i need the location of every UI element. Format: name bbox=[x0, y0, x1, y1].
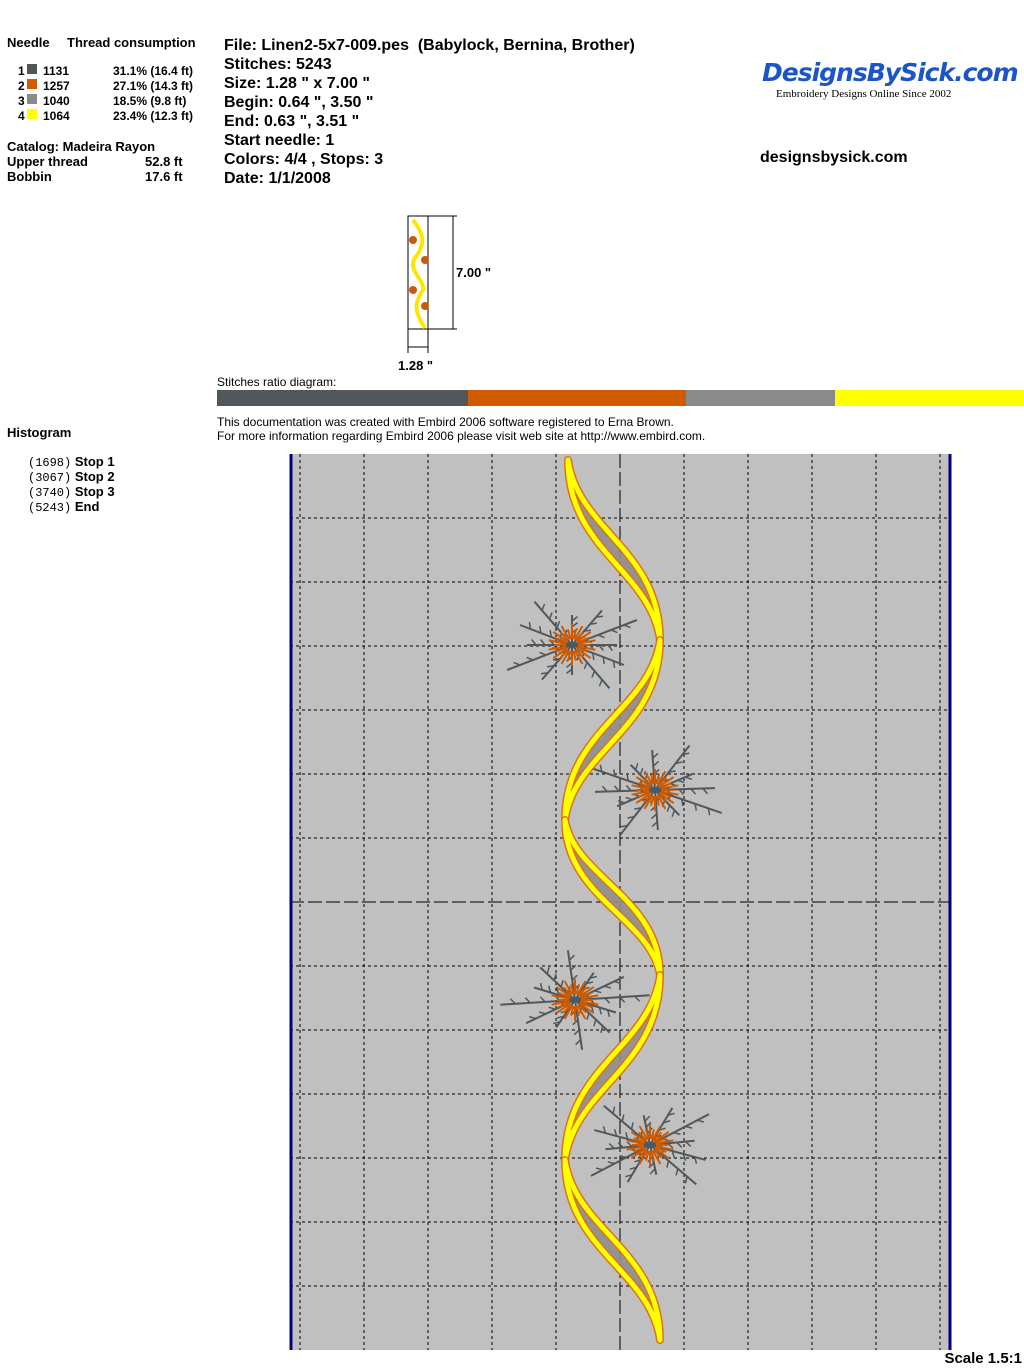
histogram-stop: (5243) End bbox=[28, 499, 99, 515]
brand-site: designsbysick.com bbox=[760, 149, 908, 166]
color-swatch bbox=[27, 64, 37, 74]
stop-label: Stop 3 bbox=[74, 484, 115, 499]
scale-label: Scale 1.5:1 bbox=[944, 1350, 1022, 1367]
thread-code: 1131 bbox=[43, 64, 70, 78]
flower bbox=[506, 601, 638, 689]
thumbnail-width-label: 1.28 " bbox=[398, 358, 434, 373]
histogram-stop: (1698) Stop 1 bbox=[28, 454, 115, 470]
histogram-title: Histogram bbox=[7, 425, 72, 440]
color-swatch bbox=[27, 94, 37, 104]
file-name: File: Linen2-5x7-009.pes (Babylock, Bern… bbox=[224, 37, 635, 54]
ratio-segment bbox=[217, 390, 468, 406]
thumbnail-height-label: 7.00 " bbox=[456, 265, 492, 280]
color-swatch bbox=[27, 79, 37, 89]
stop-count: (3067) bbox=[28, 471, 72, 485]
thread-code: 1040 bbox=[43, 94, 70, 108]
ratio-label: Stitches ratio diagram: bbox=[217, 375, 337, 389]
stop-count: (5243) bbox=[28, 501, 72, 515]
stop-label: End bbox=[74, 499, 100, 514]
brand-logo: DesignsBySick.com bbox=[762, 58, 1019, 87]
start-needle: Start needle: 1 bbox=[224, 132, 335, 149]
colors-stops: Colors: 4/4 , Stops: 3 bbox=[224, 151, 384, 168]
needle-number: 3 bbox=[18, 94, 25, 108]
needle-number: 1 bbox=[18, 64, 25, 78]
histogram-stop: (3067) Stop 2 bbox=[28, 469, 115, 485]
ratio-segment bbox=[835, 390, 1024, 406]
thread-code: 1064 bbox=[43, 109, 70, 123]
bobbin-label: Bobbin bbox=[7, 169, 52, 184]
thread-consumption: 18.5% (9.8 ft) bbox=[113, 94, 187, 108]
size: Size: 1.28 " x 7.00 " bbox=[224, 75, 370, 92]
notice-line-1: This documentation was created with Embi… bbox=[217, 415, 674, 429]
stop-count: (3740) bbox=[28, 486, 72, 500]
catalog: Catalog: Madeira Rayon bbox=[7, 139, 156, 154]
needle-header: Needle bbox=[7, 35, 50, 50]
stop-label: Stop 2 bbox=[74, 469, 115, 484]
ratio-segment bbox=[467, 390, 687, 406]
color-swatch bbox=[27, 109, 37, 119]
histogram-stop: (3740) Stop 3 bbox=[28, 484, 115, 500]
bobbin-value: 17.6 ft bbox=[145, 169, 183, 184]
upper-thread-value: 52.8 ft bbox=[145, 154, 183, 169]
date: Date: 1/1/2008 bbox=[224, 170, 331, 187]
begin: Begin: 0.64 ", 3.50 " bbox=[224, 94, 374, 111]
stitches-ratio-bar bbox=[217, 390, 1024, 406]
needle-number: 2 bbox=[18, 79, 25, 93]
thread-consumption: 23.4% (12.3 ft) bbox=[113, 109, 194, 123]
design-thumbnail bbox=[407, 215, 457, 353]
notice-line-2: For more information regarding Embird 20… bbox=[217, 429, 706, 443]
thread-consumption: 31.1% (16.4 ft) bbox=[113, 64, 194, 78]
stop-count: (1698) bbox=[28, 456, 72, 470]
ratio-segment bbox=[686, 390, 836, 406]
upper-thread-label: Upper thread bbox=[7, 154, 88, 169]
thread-code: 1257 bbox=[43, 79, 70, 93]
ribbon-motif bbox=[561, 456, 664, 1344]
thread-header: Thread consumption bbox=[67, 35, 196, 50]
end: End: 0.63 ", 3.51 " bbox=[224, 113, 360, 130]
flower bbox=[588, 744, 722, 836]
stop-label: Stop 1 bbox=[74, 454, 115, 469]
stitches: Stitches: 5243 bbox=[224, 56, 332, 73]
thread-consumption: 27.1% (14.3 ft) bbox=[113, 79, 194, 93]
brand-tagline: Embroidery Designs Online Since 2002 bbox=[776, 88, 952, 100]
preview-grid bbox=[290, 454, 950, 1350]
needle-number: 4 bbox=[18, 109, 25, 123]
flower bbox=[590, 1104, 710, 1186]
flower-motifs bbox=[500, 601, 722, 1186]
flower bbox=[500, 950, 650, 1050]
